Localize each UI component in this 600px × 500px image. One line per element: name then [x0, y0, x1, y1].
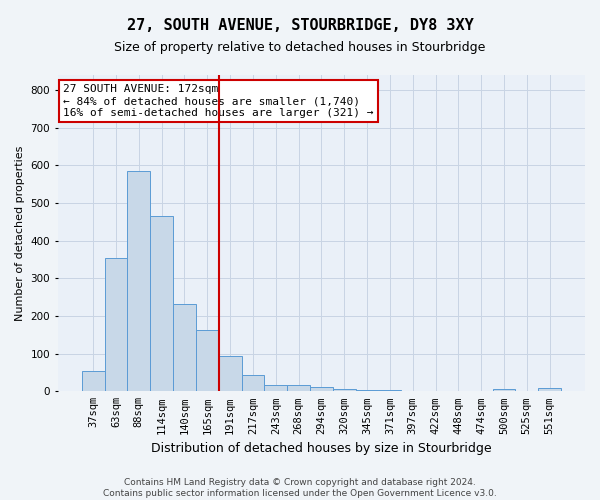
Bar [401, 390, 424, 392]
Bar [287, 385, 310, 392]
Bar [310, 387, 333, 392]
Text: Size of property relative to detached houses in Stourbridge: Size of property relative to detached ho… [115, 41, 485, 54]
Bar [379, 390, 401, 392]
Text: 27 SOUTH AVENUE: 172sqm
← 84% of detached houses are smaller (1,740)
16% of semi: 27 SOUTH AVENUE: 172sqm ← 84% of detache… [63, 84, 374, 117]
Bar [493, 388, 515, 392]
X-axis label: Distribution of detached houses by size in Stourbridge: Distribution of detached houses by size … [151, 442, 492, 455]
Bar [127, 171, 150, 392]
Text: 27, SOUTH AVENUE, STOURBRIDGE, DY8 3XY: 27, SOUTH AVENUE, STOURBRIDGE, DY8 3XY [127, 18, 473, 32]
Bar [82, 370, 104, 392]
Bar [173, 304, 196, 392]
Bar [424, 390, 447, 392]
Y-axis label: Number of detached properties: Number of detached properties [15, 146, 25, 321]
Bar [219, 356, 242, 392]
Bar [356, 390, 379, 392]
Bar [265, 385, 287, 392]
Bar [333, 389, 356, 392]
Bar [538, 388, 561, 392]
Bar [196, 330, 219, 392]
Text: Contains HM Land Registry data © Crown copyright and database right 2024.
Contai: Contains HM Land Registry data © Crown c… [103, 478, 497, 498]
Bar [150, 216, 173, 392]
Bar [104, 258, 127, 392]
Bar [242, 376, 265, 392]
